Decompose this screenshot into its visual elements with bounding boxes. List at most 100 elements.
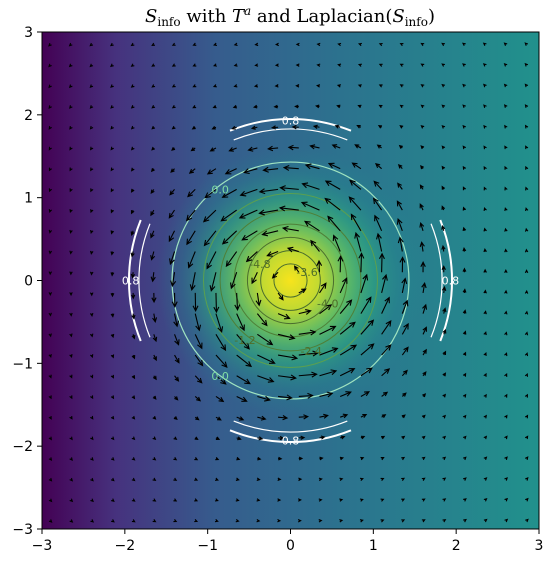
vector-arrow [482, 63, 487, 67]
vector-arrow [131, 375, 136, 380]
vector-arrow [274, 63, 279, 67]
vector-arrow [230, 272, 238, 290]
vector-arrow [381, 435, 386, 440]
vector-arrow [441, 224, 446, 231]
vector-arrow [461, 42, 466, 47]
vector-arrow [151, 104, 156, 109]
vector-arrow [151, 84, 156, 88]
vector-arrow [399, 256, 406, 273]
vector-arrow [256, 477, 261, 482]
vector-arrow [318, 498, 323, 502]
vector-arrow [254, 63, 259, 67]
vector-arrow [152, 375, 157, 381]
vector-arrow [262, 166, 279, 173]
vector-arrow [109, 42, 114, 47]
vector-arrow [69, 498, 74, 503]
vector-arrow [442, 307, 447, 314]
vector-arrow [339, 477, 344, 482]
vector-arrow [110, 146, 114, 151]
vector-arrow [327, 215, 341, 232]
vector-arrow [441, 205, 446, 211]
vector-arrow [152, 457, 157, 461]
vector-arrow [187, 251, 196, 269]
vector-arrow [110, 63, 114, 68]
vector-arrow [524, 124, 529, 129]
vector-arrow [171, 42, 176, 46]
vector-arrow [420, 104, 425, 109]
vector-arrow [170, 168, 175, 173]
vector-arrow [236, 313, 245, 332]
vector-arrow [90, 498, 94, 503]
vector-arrow [421, 477, 426, 481]
vector-arrow [319, 304, 333, 315]
vector-arrow [151, 292, 157, 304]
vector-arrow [215, 456, 220, 461]
vector-arrow [483, 372, 487, 377]
vector-arrow [110, 333, 115, 339]
vector-arrow [192, 63, 197, 67]
vector-arrow [483, 124, 487, 129]
vector-arrow [212, 104, 217, 109]
vector-arrow [131, 519, 136, 523]
vector-arrow [462, 309, 467, 314]
vector-arrow [504, 145, 508, 150]
vector-arrow [277, 292, 284, 301]
vector-arrow [483, 310, 487, 315]
vector-arrow [48, 477, 53, 482]
title-t-symbol: T [232, 6, 246, 27]
vector-arrow [89, 292, 94, 297]
vector-arrow [380, 477, 385, 482]
vector-arrow [233, 84, 238, 88]
vector-arrow [69, 333, 73, 338]
vector-arrow [194, 456, 199, 461]
vector-arrow [295, 42, 300, 47]
vector-arrow [257, 395, 271, 402]
vector-arrow [130, 63, 135, 67]
vector-arrow [349, 179, 362, 190]
vector-arrow [462, 267, 467, 273]
vector-arrow [360, 391, 370, 397]
vector-arrow [504, 497, 509, 502]
vector-arrow [381, 368, 391, 377]
vector-arrow [171, 292, 178, 308]
vector-arrow [419, 203, 424, 211]
vector-arrow [110, 292, 115, 298]
y-tick-label: 0 [24, 274, 33, 290]
vector-arrow [483, 477, 488, 481]
vector-arrow [295, 63, 300, 67]
contour-label: -4.8 [249, 258, 270, 271]
vector-arrow [90, 436, 94, 441]
vector-arrow [357, 63, 362, 67]
vector-arrow [173, 313, 180, 328]
vector-arrow [130, 209, 135, 215]
vector-arrow [251, 271, 258, 285]
vector-arrow [300, 201, 320, 211]
vector-arrow [525, 476, 529, 481]
vector-arrow [524, 414, 529, 419]
vector-arrow [48, 498, 53, 503]
vector-arrow [462, 414, 467, 419]
vector-arrow [111, 498, 115, 502]
vector-arrow [524, 42, 529, 46]
vector-arrow [170, 272, 177, 288]
vector-arrow [524, 289, 529, 294]
vector-arrow [267, 145, 279, 152]
vector-arrow [360, 414, 368, 418]
vector-arrow [339, 498, 344, 502]
vector-arrow [327, 162, 341, 170]
vector-arrow [298, 414, 310, 420]
x-tick-label: 0 [286, 538, 295, 554]
vector-arrow [401, 477, 406, 481]
vector-arrow [152, 498, 157, 502]
vector-arrow [236, 375, 251, 385]
vector-arrow [221, 188, 237, 198]
vector-arrow [235, 477, 240, 481]
vector-arrow [356, 124, 362, 129]
vector-arrow [381, 391, 389, 397]
vector-arrow [397, 236, 404, 252]
vector-arrow [483, 289, 487, 294]
x-axis: −3 −2 −1 0 1 2 3 [32, 529, 543, 554]
vector-arrow [130, 125, 135, 130]
vector-arrow [324, 180, 341, 190]
vector-arrow [442, 328, 447, 335]
